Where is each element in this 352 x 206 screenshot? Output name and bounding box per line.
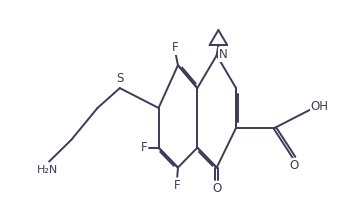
Text: OH: OH (311, 100, 329, 113)
Text: S: S (116, 72, 124, 85)
Text: F: F (172, 41, 178, 54)
Text: F: F (174, 179, 181, 192)
Text: O: O (212, 181, 221, 194)
Text: O: O (290, 159, 299, 172)
Text: N: N (219, 48, 227, 61)
Text: F: F (140, 141, 147, 154)
Text: H₂N: H₂N (37, 165, 58, 175)
